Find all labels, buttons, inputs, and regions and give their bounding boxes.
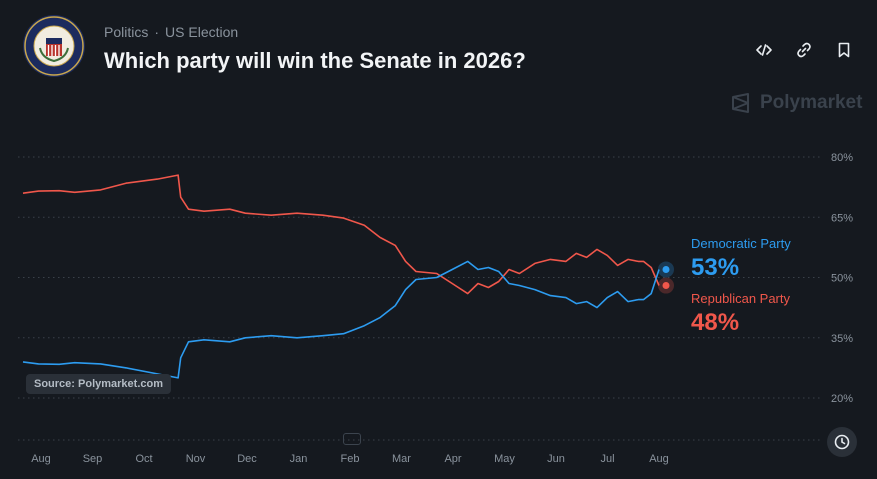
x-tick-label: Jun: [547, 453, 565, 465]
y-tick-label: 35%: [831, 333, 853, 345]
x-tick-label: Jul: [600, 453, 614, 465]
bookmark-icon: [838, 42, 850, 58]
republican-party-end-point[interactable]: [662, 282, 670, 290]
embed-button[interactable]: [752, 38, 776, 62]
y-tick-label: 80%: [831, 152, 853, 164]
action-bar: [752, 38, 856, 62]
breadcrumb-category[interactable]: Politics: [104, 24, 149, 40]
y-tick-label: 50%: [831, 273, 853, 285]
clock-icon: [834, 434, 850, 450]
x-tick-label: Nov: [186, 453, 206, 465]
y-tick-label: 20%: [831, 393, 853, 405]
chart-range-handle[interactable]: [343, 433, 361, 445]
legend-label-republican: Republican Party: [691, 291, 790, 306]
time-range-button[interactable]: [827, 427, 857, 457]
brand-name: Polymarket: [760, 92, 863, 113]
link-icon: [797, 42, 811, 58]
y-tick-label: 65%: [831, 212, 853, 224]
legend-value-democratic: 53%: [691, 254, 740, 281]
x-tick-label: Mar: [392, 453, 411, 465]
copy-link-button[interactable]: [792, 38, 816, 62]
x-tick-label: Sep: [83, 453, 103, 465]
breadcrumb-separator: ·: [154, 24, 160, 40]
x-tick-label: Oct: [135, 453, 152, 465]
page-title: Which party will win the Senate in 2026?: [104, 48, 526, 73]
x-tick-label: Jan: [290, 453, 308, 465]
polymarket-logo-icon: [732, 93, 749, 113]
breadcrumb-subcategory[interactable]: US Election: [165, 24, 239, 40]
x-tick-label: Aug: [649, 453, 669, 465]
x-tick-label: Aug: [31, 453, 51, 465]
x-tick-label: Dec: [237, 453, 257, 465]
polymarket-watermark: Polymarket: [730, 92, 862, 114]
bookmark-button[interactable]: [832, 38, 856, 62]
democratic-party-line[interactable]: [22, 260, 660, 379]
senate-seal-icon: [23, 15, 85, 77]
breadcrumb: Politics · US Election: [104, 24, 238, 40]
code-icon: [756, 44, 772, 56]
source-label: Source: Polymarket.com: [26, 374, 171, 394]
x-tick-label: Feb: [341, 453, 360, 465]
x-tick-label: May: [494, 453, 515, 465]
democratic-party-end-point[interactable]: [662, 265, 670, 273]
legend-value-republican: 48%: [691, 309, 740, 336]
x-tick-label: Apr: [444, 453, 461, 465]
republican-party-line[interactable]: [22, 174, 660, 295]
legend-label-democratic: Democratic Party: [691, 236, 791, 251]
